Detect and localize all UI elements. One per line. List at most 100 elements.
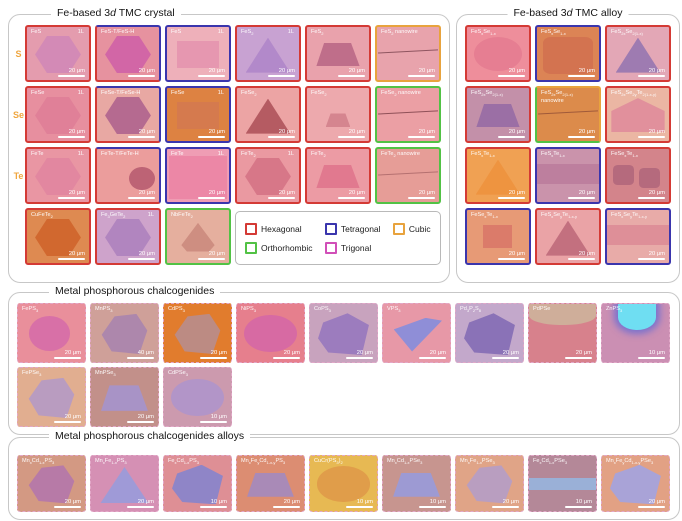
scale-bar (128, 257, 155, 260)
micrograph-tile: Fe3GeTe2 1L 20 μm (95, 208, 161, 265)
scale-bar-label: 20 μm (68, 128, 85, 135)
scale-bar (198, 74, 225, 77)
scale-bar (638, 196, 665, 199)
scale-bar (492, 356, 519, 359)
micrograph-grid: MnxCd1-xPS3 20 μm MnxFe1-xPS3 20 μm FexC… (17, 455, 670, 512)
scale-bar (638, 505, 665, 508)
tile-label: MnxCd1-xPSe3 (387, 458, 423, 466)
panel-fe-tmc-alloy: Fe-based 3d TMC alloy FeSxSe1-x 20 μm Fe… (456, 7, 680, 283)
micrograph-tile: CdPSe3 10 μm (163, 367, 232, 427)
scale-bar-label: 20 μm (578, 189, 595, 196)
micrograph-tile: FeSxSe1-x 20 μm (465, 25, 531, 82)
scale-bar (498, 74, 525, 77)
tile-label: FePS3 (22, 306, 39, 314)
scale-bar (346, 505, 373, 508)
layer-tag: 1L (217, 90, 224, 96)
scale-bar-group: 20 μm (498, 250, 525, 260)
crystal-flake (476, 103, 520, 128)
micrograph-tile: FeTe 1L 20 μm (25, 147, 91, 204)
tile-label: FeS2xSe2yTe2(1-x-y) (611, 90, 657, 98)
legend-label: Orthorhombic (261, 242, 313, 253)
scale-bar-group: 10 μm (346, 499, 373, 508)
tile-label: CuFeTe2 (31, 212, 53, 220)
scale-bar-group: 20 μm (408, 128, 435, 138)
scale-bar (338, 196, 365, 199)
tile-label: FeSxTe1-x (471, 151, 495, 159)
crystal-flake (529, 304, 596, 325)
micrograph-tile: FeSxSeyTe1-x-y 20 μm (535, 208, 601, 265)
scale-bar-group: 20 μm (638, 190, 665, 199)
panel-title: Metal phosphorous chalcogenides alloys (49, 430, 251, 442)
scale-bar (408, 74, 435, 77)
tile-label: FeTe2 (311, 151, 326, 159)
scale-bar-group: 10 μm (638, 349, 665, 359)
scale-bar (127, 356, 154, 359)
scale-bar-group: 20 μm (346, 350, 373, 359)
micrograph-tile: FeS2 20 μm (305, 25, 371, 82)
scale-bar (58, 257, 85, 260)
scale-bar-label: 20 μm (508, 250, 525, 257)
tile-label: CdPS3 (168, 306, 185, 314)
scale-bar-label: 10 μm (429, 498, 446, 505)
scale-bar-label: 40 μm (137, 349, 154, 356)
tile-label: FeS (171, 29, 182, 35)
scale-bar-group: 10 μm (200, 499, 227, 508)
scale-bar-group: 20 μm (58, 251, 85, 260)
legend-swatch (392, 222, 405, 235)
tile-label: FeSxSeyTe1-x-y (611, 212, 647, 220)
scale-bar-group: 20 μm (338, 68, 365, 77)
scale-bar (198, 196, 225, 199)
panel-title: Fe-based 3d TMC crystal (51, 7, 181, 19)
micrograph-tile: MnPS3 40 μm (90, 303, 159, 363)
scale-bar-label: 20 μm (418, 128, 435, 135)
scale-bar-label: 20 μm (283, 498, 300, 505)
micrograph-tile: FeTe2 20 μm (305, 147, 371, 204)
scale-bar-label: 20 μm (429, 349, 446, 356)
micrograph-tile: FeS2 nanowire 20 μm (375, 25, 441, 82)
layer-tag: 1L (77, 29, 84, 35)
micrograph-tile: FePSe3 20 μm (17, 367, 86, 427)
scale-bar (638, 356, 665, 359)
micrograph-tile: FeTe2 1L 20 μm (235, 147, 301, 204)
crystal-flake (244, 315, 297, 353)
scale-bar-group: 20 μm (638, 251, 665, 260)
crystal-flake (129, 167, 156, 191)
scale-bar-label: 20 μm (208, 250, 225, 257)
scale-bar-label: 20 μm (578, 128, 595, 135)
micrograph-tile: NiPS3 20 μm (236, 303, 305, 363)
crystal-flake (611, 98, 665, 132)
scale-bar-group: 20 μm (638, 129, 665, 138)
scale-bar (127, 420, 154, 423)
scale-bar-group: 20 μm (128, 190, 155, 199)
micrograph-tile: MnPSe3 20 μm (90, 367, 159, 427)
tile-label: FeTe2 (241, 151, 256, 159)
crystal-system-legend: Hexagonal Tetragonal Cubic Orthorhombic … (235, 211, 441, 265)
micrograph-tile: FeS 1L 20 μm (25, 25, 91, 82)
scale-bar (273, 505, 300, 508)
scale-bar-label: 20 μm (210, 349, 227, 356)
scale-bar-label: 20 μm (508, 128, 525, 135)
scale-bar-label: 20 μm (137, 498, 154, 505)
scale-bar-group: 20 μm (198, 68, 225, 77)
scale-bar-label: 20 μm (64, 498, 81, 505)
tile-label: FeSe (31, 90, 45, 96)
scale-bar-label: 20 μm (138, 128, 155, 135)
tile-label: FeSe2 nanowire (381, 90, 421, 98)
tile-label: MnPSe3 (95, 370, 116, 378)
scale-bar-group: 40 μm (127, 349, 154, 359)
scale-bar-label: 20 μm (138, 67, 155, 74)
tile-label: FeSe2 (311, 90, 327, 98)
micrograph-tile: FeSxSeyTe1-x-y 20 μm (605, 208, 671, 265)
crystal-flake (618, 304, 656, 330)
tile-label: Fe3GeTe2 (101, 212, 126, 220)
row-label-s: S (12, 48, 25, 60)
scale-bar (273, 356, 300, 359)
scale-bar (568, 257, 595, 260)
crystal-flake (473, 37, 523, 71)
scale-bar-label: 20 μm (283, 349, 300, 356)
micrograph-tile: VPS3 20 μm (382, 303, 451, 363)
scale-bar-label: 10 μm (648, 349, 665, 356)
scale-bar-group: 20 μm (568, 251, 595, 260)
legend-swatch (324, 241, 337, 254)
scale-bar-label: 20 μm (68, 67, 85, 74)
